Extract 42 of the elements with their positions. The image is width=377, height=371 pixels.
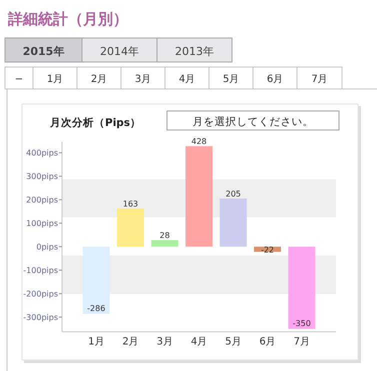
- y-tick-label: 400pips: [26, 148, 58, 158]
- text: 6月: [266, 74, 284, 85]
- text: 2月: [90, 74, 108, 85]
- x-tick-label: 3月: [156, 336, 173, 348]
- bar: [186, 146, 212, 247]
- bar: [151, 240, 178, 247]
- bar: [82, 246, 110, 314]
- y-tick-label: 300pips: [26, 172, 58, 182]
- data-label: -22: [260, 245, 274, 254]
- text: 2014年: [100, 45, 139, 58]
- text: 2013年: [175, 45, 214, 58]
- text: 4月: [178, 74, 196, 85]
- bar: [117, 208, 144, 247]
- x-tick-label: 6月: [259, 336, 276, 348]
- y-tick-label: -200pips: [23, 290, 58, 299]
- text: −: [14, 74, 24, 85]
- y-tick-label: -300pips: [23, 313, 58, 322]
- y-tick-label: 100pips: [26, 219, 58, 228]
- bar: [288, 246, 316, 329]
- data-label: 428: [191, 137, 207, 146]
- text: 3月: [134, 74, 152, 85]
- data-label: -286: [87, 304, 106, 313]
- data-label: 28: [160, 231, 170, 240]
- data-label: -350: [292, 318, 311, 328]
- x-tick-label: 1月: [88, 336, 104, 348]
- text: 詳細統計（月別）: [7, 10, 128, 28]
- chart-title: 月次分析（Pips）: [49, 116, 142, 129]
- y-tick-label: -100pips: [23, 266, 58, 276]
- x-tick-label: 2月: [122, 336, 139, 348]
- y-tick-label: 0pips: [36, 242, 58, 252]
- text: 2015年: [22, 45, 64, 58]
- x-tick-label: 5月: [225, 336, 242, 348]
- bar: [220, 198, 247, 247]
- y-tick-label: 200pips: [26, 196, 58, 205]
- data-label: 205: [226, 190, 241, 199]
- text: 1月: [46, 74, 64, 85]
- text: 5月: [222, 74, 240, 85]
- x-tick-label: 4月: [190, 336, 208, 348]
- text: 7月: [311, 74, 328, 85]
- data-label: 163: [122, 199, 138, 208]
- text: 月を選択してください。: [192, 116, 314, 128]
- x-tick-label: 7月: [294, 336, 310, 348]
